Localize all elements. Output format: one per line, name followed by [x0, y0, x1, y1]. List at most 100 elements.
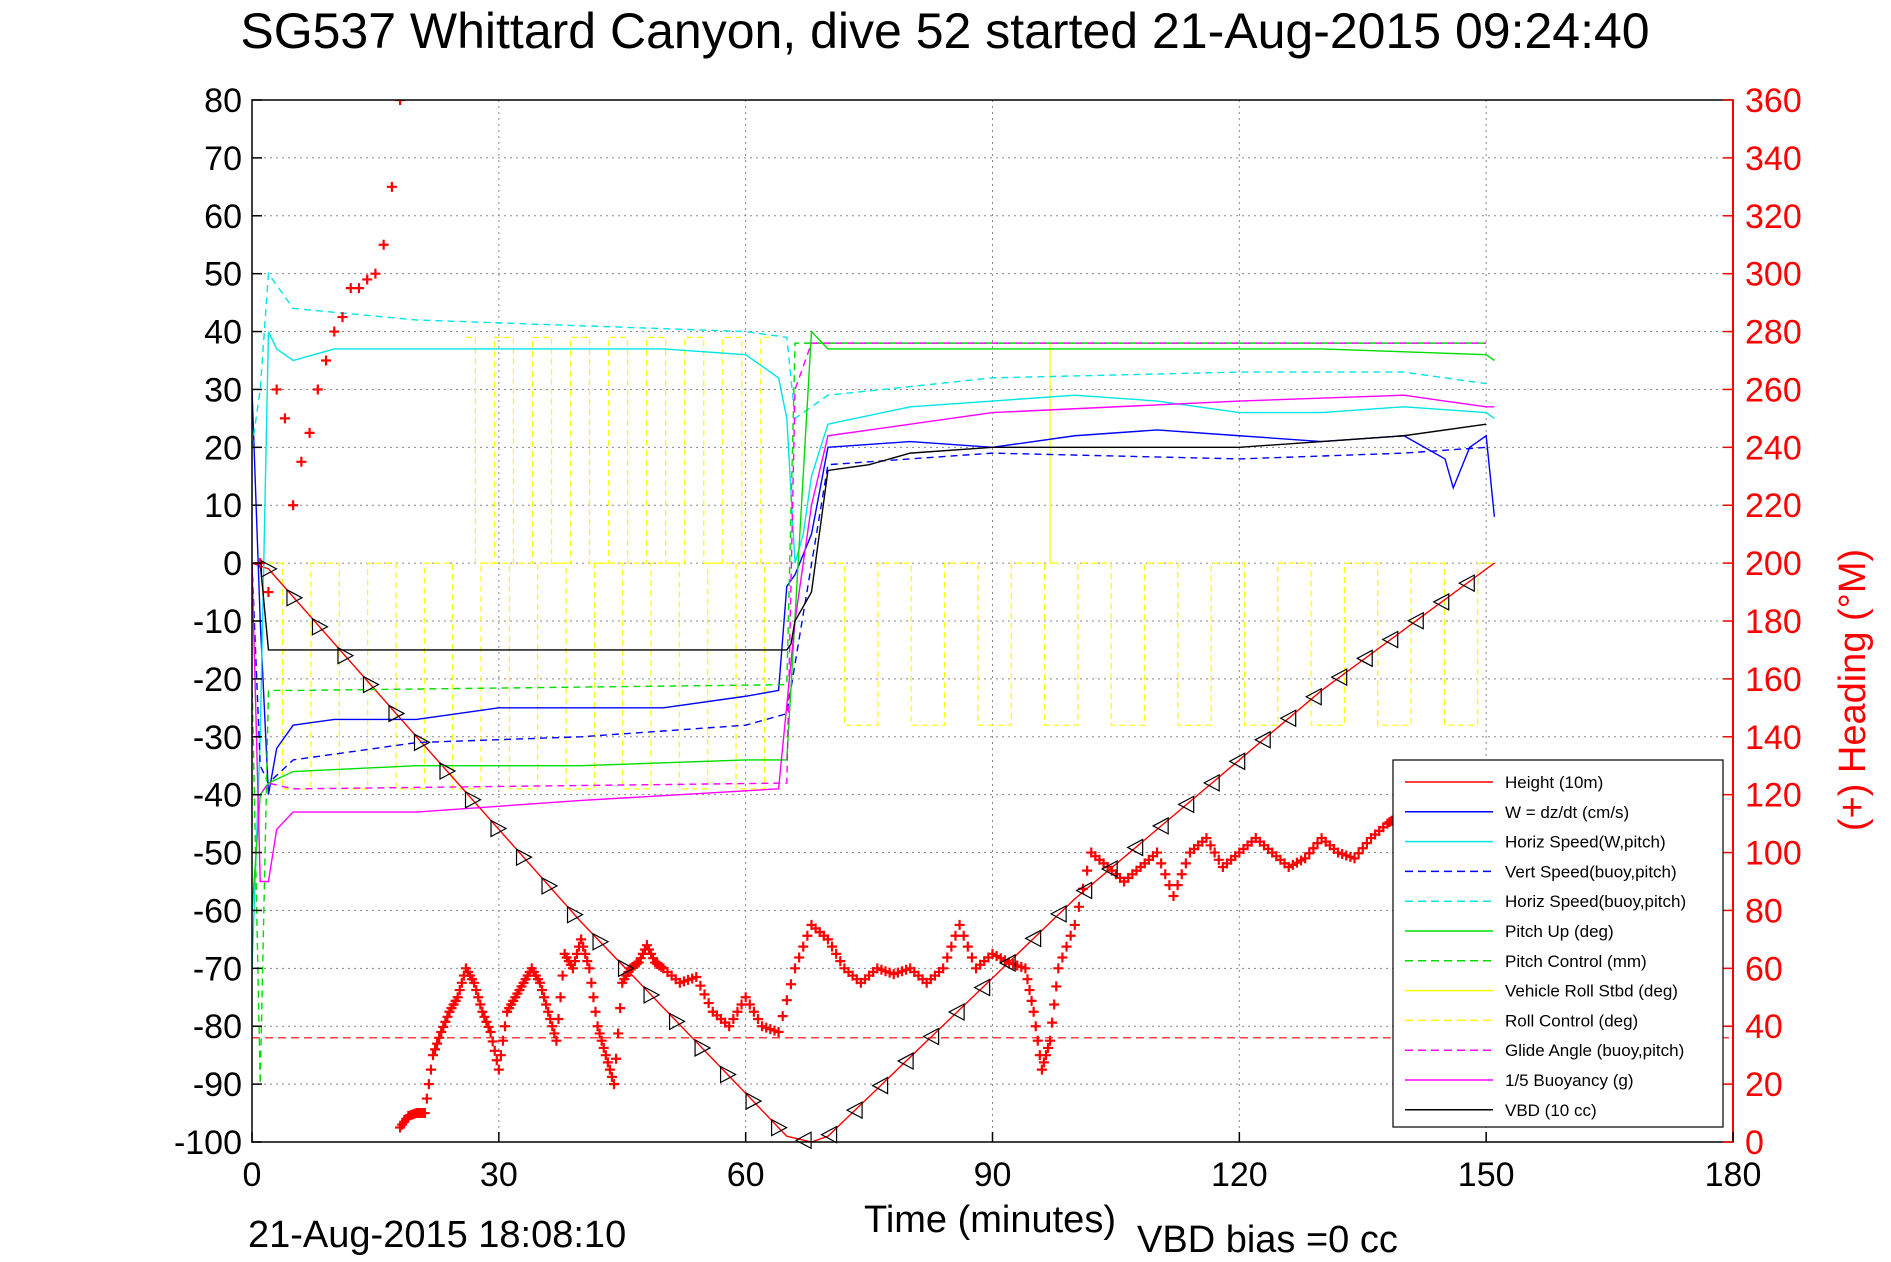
heading-marker [1057, 952, 1068, 963]
height-triangle-marker [1024, 929, 1042, 948]
heading-marker [425, 1064, 436, 1075]
heading-marker [469, 977, 480, 988]
heading-marker-early [329, 326, 340, 337]
height-triangle-marker [566, 905, 584, 924]
heading-marker [1176, 869, 1187, 880]
series-line-4 [252, 271, 1487, 448]
heading-marker [1156, 858, 1167, 869]
y-tick-label-right: 300 [1745, 256, 1802, 294]
roll-control-descent-lower-line [268, 562, 779, 790]
heading-marker [596, 1035, 607, 1046]
x-tick-label: 90 [974, 1156, 1012, 1194]
footer-vbd-bias: VBD bias =0 cc [1137, 1219, 1398, 1261]
height-triangle-marker [820, 1125, 838, 1144]
heading-marker [428, 1050, 439, 1061]
heading-marker [454, 985, 465, 996]
heading-marker [580, 948, 591, 959]
x-tick-label: 150 [1458, 1156, 1515, 1194]
y-tick-label-left: -30 [193, 719, 242, 757]
chart-title: SG537 Whittard Canyon, dive 52 started 2… [240, 3, 1649, 59]
heading-marker [1361, 838, 1372, 849]
height-triangle-marker [1075, 881, 1093, 900]
y-tick-label-right: 340 [1745, 140, 1802, 178]
x-tick-label: 60 [727, 1156, 765, 1194]
heading-marker [942, 952, 953, 963]
x-tick-label: 0 [243, 1156, 262, 1194]
heading-marker [541, 999, 552, 1010]
y-tick-label-right: 120 [1745, 777, 1802, 815]
heading-marker [1160, 869, 1171, 880]
heading-marker [567, 963, 578, 974]
roll-control-descent-line [465, 336, 771, 564]
roll-traces [268, 336, 1495, 790]
series-lines [252, 271, 1496, 1142]
heading-marker [1032, 1035, 1043, 1046]
height-triangle-marker [1381, 630, 1399, 649]
heading-marker [590, 1006, 601, 1017]
heading-marker [703, 998, 714, 1009]
y-tick-label-left: 10 [204, 487, 242, 525]
heading-marker [1065, 930, 1076, 941]
heading-marker [732, 1006, 743, 1017]
heading-marker [421, 1093, 432, 1104]
heading-marker [1082, 865, 1093, 876]
heading-marker [475, 999, 486, 1010]
heading-marker [1040, 1050, 1051, 1061]
heading-marker [1043, 1042, 1054, 1053]
y-tick-label-left: 80 [204, 82, 242, 120]
heading-marker [631, 958, 642, 969]
heading-marker [1209, 847, 1220, 858]
height-triangle-marker [1279, 709, 1297, 728]
y-tick-label-right: 240 [1745, 429, 1802, 467]
height-triangle-marker [1304, 687, 1322, 706]
heading-marker [656, 961, 667, 972]
legend-label: W = dz/dt (cm/s) [1505, 803, 1629, 822]
series-line-1 [252, 389, 1496, 795]
y-tick-label-right: 320 [1745, 198, 1802, 236]
heading-marker [1300, 853, 1311, 864]
height-triangle-marker [1100, 859, 1118, 878]
legend-label: Pitch Control (mm) [1505, 952, 1647, 971]
y-tick-label-right: 180 [1745, 603, 1802, 641]
heading-marker [534, 977, 545, 988]
heading-marker [440, 1016, 451, 1027]
heading-marker [1201, 833, 1212, 844]
y-tick-label-left: -10 [193, 603, 242, 641]
heading-marker [557, 970, 568, 981]
y-tick-label-left: -40 [193, 777, 242, 815]
height-triangle-marker [1202, 773, 1220, 792]
y-tick-label-left: -100 [174, 1124, 242, 1162]
footer-timestamp: 21-Aug-2015 18:08:10 [248, 1214, 626, 1256]
heading-marker [553, 1013, 564, 1024]
heading-marker-early [296, 456, 307, 467]
heading-marker [611, 1053, 622, 1064]
x-tick-label: 120 [1211, 1156, 1268, 1194]
height-triangle-marker [337, 646, 355, 665]
heading-marker [1168, 890, 1179, 901]
y-tick-label-left: -90 [193, 1066, 242, 1104]
heading-marker [790, 963, 801, 974]
y-tick-label-right: 0 [1745, 1124, 1764, 1162]
height-triangle-marker [439, 762, 457, 781]
heading-marker [1028, 1006, 1039, 1017]
y-tick-label-right: 100 [1745, 835, 1802, 873]
heading-marker [430, 1044, 441, 1055]
y-tick-label-right: 80 [1745, 892, 1783, 930]
right-axis-label: (+) Heading (°M) [1832, 549, 1874, 831]
height-triangle-marker [592, 932, 610, 951]
heading-marker [728, 1013, 739, 1024]
x-tick-label: 30 [480, 1156, 518, 1194]
heading-marker-early [279, 413, 290, 424]
height-triangle-marker [1355, 649, 1373, 668]
heading-marker [592, 1021, 603, 1032]
heading-marker [1038, 1057, 1049, 1068]
y-tick-label-right: 140 [1745, 719, 1802, 757]
heading-marker [1349, 853, 1360, 864]
heading-marker [1051, 981, 1062, 992]
height-triangle-marker [1253, 730, 1271, 749]
heading-marker [487, 1036, 498, 1047]
heading-marker [598, 1042, 609, 1053]
heading-marker [555, 992, 566, 1003]
heading-marker-early [395, 100, 406, 105]
height-triangle-marker [311, 617, 329, 636]
